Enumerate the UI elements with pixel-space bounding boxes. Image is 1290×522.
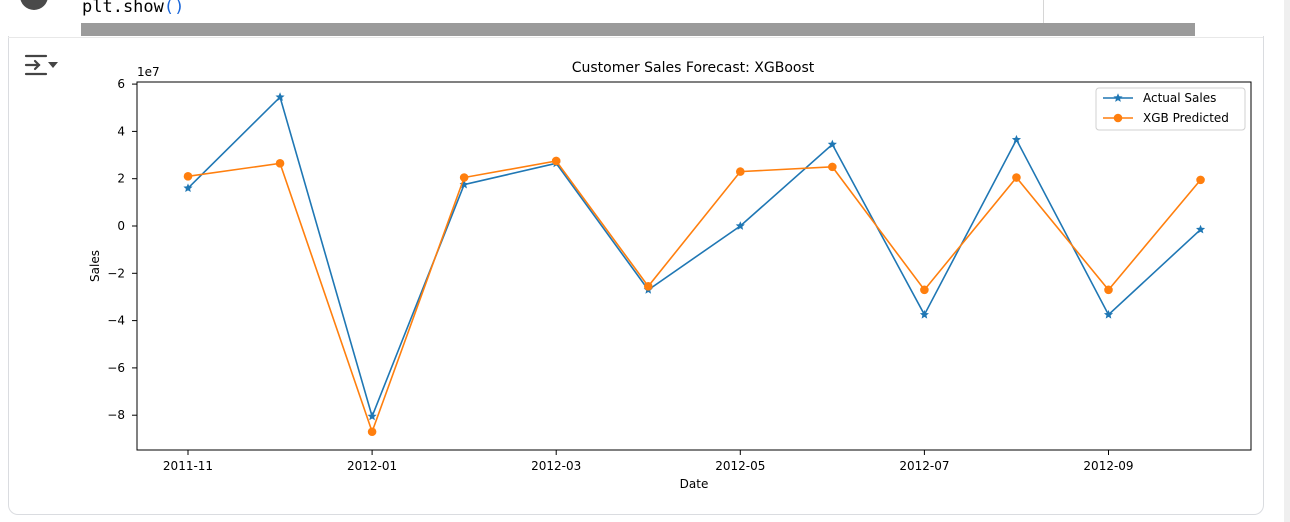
data-point xyxy=(367,427,377,437)
data-point xyxy=(183,172,193,181)
data-point xyxy=(643,282,653,291)
data-point xyxy=(1104,285,1113,295)
y-tick-label: −4 xyxy=(107,314,125,328)
data-point xyxy=(1196,175,1205,185)
y-offset-label: 1e7 xyxy=(137,65,160,79)
series-line-1 xyxy=(187,95,1202,419)
code-line[interactable]: plt.show() xyxy=(82,0,184,18)
legend-marker xyxy=(1113,113,1123,123)
x-tick-label: 2012-03 xyxy=(531,459,581,473)
chart-title: Customer Sales Forecast: XGBoost xyxy=(572,60,815,76)
legend-label: Actual Sales xyxy=(1143,91,1216,105)
data-point xyxy=(920,285,929,295)
y-tick-label: 0 xyxy=(117,219,125,233)
data-point xyxy=(1011,134,1022,144)
data-point xyxy=(1195,224,1206,234)
legend-label: XGB Predicted xyxy=(1143,111,1229,125)
y-tick-label: −6 xyxy=(107,361,125,375)
y-tick-label: −2 xyxy=(107,266,125,280)
data-point xyxy=(459,173,469,182)
data-point xyxy=(1012,173,1021,182)
legend: Actual Sales XGB Predicted xyxy=(1095,87,1246,131)
x-tick-label: 2012-09 xyxy=(1083,459,1133,473)
data-point xyxy=(275,92,285,101)
run-cell-button[interactable] xyxy=(20,0,48,10)
data-point xyxy=(919,309,929,319)
data-point xyxy=(736,167,745,176)
data-point xyxy=(827,139,837,149)
data-point xyxy=(459,179,469,189)
data-point xyxy=(275,159,285,168)
x-tick-label: 2012-05 xyxy=(715,459,765,473)
output-area xyxy=(8,36,1264,515)
x-axis-label: Date xyxy=(680,477,709,491)
y-tick-label: 2 xyxy=(117,172,125,186)
x-tick-label: 2012-07 xyxy=(899,459,949,473)
y-axis: 6 4 2 0 −2 −4 −6 −8 xyxy=(107,77,137,422)
y-axis-label: Sales xyxy=(88,250,102,282)
legend-box xyxy=(1095,87,1246,131)
data-point xyxy=(735,221,745,230)
data-point xyxy=(1103,309,1114,319)
series-layer xyxy=(183,92,1206,437)
plot-area xyxy=(136,81,1252,451)
output-separator xyxy=(8,37,1263,38)
data-point xyxy=(183,183,193,193)
y-tick-label: 4 xyxy=(117,124,125,138)
x-tick-label: 2011-11 xyxy=(163,459,213,473)
data-point xyxy=(828,162,837,172)
x-tick-label: 2012-01 xyxy=(347,459,397,473)
horizontal-scrollbar[interactable] xyxy=(81,23,1195,37)
page-scrollbar[interactable] xyxy=(1284,0,1290,522)
data-point xyxy=(367,411,377,421)
x-axis: 2011-11 2012-01 2012-03 2012-05 2012-07 2012-… xyxy=(163,450,1134,473)
output-toggle-icon[interactable] xyxy=(22,50,60,78)
data-point xyxy=(551,156,561,166)
legend-marker xyxy=(1113,93,1123,102)
code-parens: () xyxy=(163,0,185,17)
y-tick-label: 6 xyxy=(117,77,125,91)
code-function: plt.show xyxy=(82,0,164,17)
code-cell: plt.show() xyxy=(0,0,1290,38)
y-tick-label: −8 xyxy=(107,408,125,422)
code-divider xyxy=(1043,0,1044,38)
series-line-2 xyxy=(187,160,1202,435)
